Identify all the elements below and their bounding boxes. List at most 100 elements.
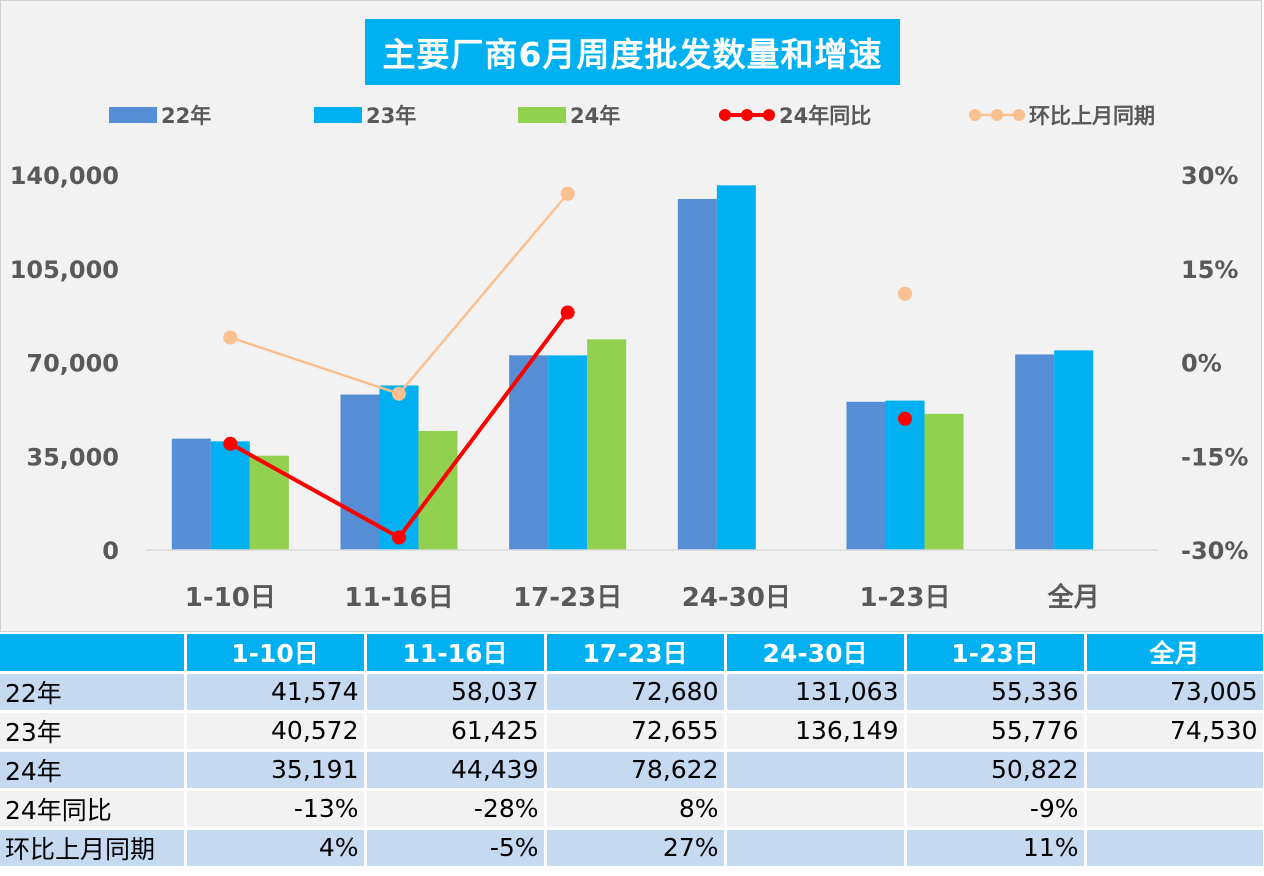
legend-marker-24年同比 bbox=[741, 109, 753, 121]
x-tick-label: 1-23日 bbox=[859, 583, 950, 613]
table-cell: 78,622 bbox=[545, 750, 727, 791]
point-24年同比 bbox=[898, 411, 912, 426]
table-row: 23年 40,572 61,425 72,655 136,149 55,776 … bbox=[0, 711, 1264, 752]
legend-swatch-24年 bbox=[518, 107, 566, 123]
point-环比上月同期 bbox=[560, 186, 575, 201]
row-label: 24年 bbox=[0, 750, 187, 791]
legend-label: 23年 bbox=[366, 104, 416, 128]
table-cell: 4% bbox=[185, 828, 367, 869]
y-tick-label-left: 0 bbox=[102, 537, 119, 565]
legend-swatch-23年 bbox=[314, 107, 362, 123]
row-label: 环比上月同期 bbox=[0, 828, 187, 869]
point-环比上月同期 bbox=[392, 386, 406, 401]
bar-22年 bbox=[846, 401, 886, 550]
legend-label: 环比上月同期 bbox=[1029, 104, 1155, 128]
table-cell bbox=[1085, 750, 1264, 791]
point-24年同比 bbox=[560, 305, 575, 320]
legend-label: 24年同比 bbox=[779, 104, 871, 128]
x-tick-label: 1-10日 bbox=[185, 583, 276, 613]
table-cell: -28% bbox=[365, 789, 547, 830]
bar-22年 bbox=[340, 394, 380, 550]
table-cell: 55,776 bbox=[905, 711, 1087, 752]
line-segment-环比上月同期 bbox=[398, 192, 569, 395]
row-label: 23年 bbox=[0, 711, 187, 752]
row-label: 24年同比 bbox=[0, 789, 187, 830]
legend-label: 24年 bbox=[570, 104, 620, 128]
y-tick-label-right: -30% bbox=[1181, 537, 1248, 565]
point-环比上月同期 bbox=[223, 330, 238, 345]
table-cell: -9% bbox=[905, 789, 1087, 830]
bar-24年 bbox=[924, 413, 964, 550]
table-cell: 55,336 bbox=[905, 672, 1087, 713]
table-cell: 50,822 bbox=[905, 750, 1087, 791]
x-tick-label: 11-16日 bbox=[344, 583, 453, 613]
table-header-cell: 1-23日 bbox=[905, 634, 1087, 674]
table-cell: 35,191 bbox=[185, 750, 367, 791]
y-tick-label-left: 105,000 bbox=[10, 256, 119, 284]
legend-marker-环比上月同期 bbox=[991, 109, 1003, 121]
legend-label: 22年 bbox=[161, 104, 211, 128]
line-segment-24年同比 bbox=[229, 442, 400, 540]
y-tick-label-right: 0% bbox=[1181, 350, 1222, 378]
table-cell: 73,005 bbox=[1085, 672, 1264, 713]
legend-marker-环比上月同期 bbox=[969, 109, 981, 121]
table-cell: 61,425 bbox=[365, 711, 547, 752]
bar-24年 bbox=[249, 455, 289, 550]
y-tick-label-right: 30% bbox=[1181, 162, 1238, 190]
row-label: 22年 bbox=[0, 672, 187, 713]
bar-23年 bbox=[210, 441, 250, 550]
point-24年同比 bbox=[223, 436, 238, 451]
x-tick-label: 全月 bbox=[1047, 582, 1100, 613]
table-cell: 41,574 bbox=[185, 672, 367, 713]
bar-22年 bbox=[677, 198, 717, 550]
y-tick-label-left: 140,000 bbox=[10, 162, 119, 190]
bar-23年 bbox=[379, 385, 419, 550]
bar-24年 bbox=[418, 430, 458, 550]
bar-23年 bbox=[1054, 350, 1094, 550]
y-tick-label-right: -15% bbox=[1181, 443, 1248, 471]
table-cell: 72,680 bbox=[545, 672, 727, 713]
chart-canvas: 0 35,000 70,000 105,000 140,000 -30% -15% 0% 15%… bbox=[10, 104, 1249, 613]
table-row: 24年同比 -13% -28% 8% -9% bbox=[0, 789, 1264, 830]
bar-23年 bbox=[716, 185, 756, 550]
table-cell: 74,530 bbox=[1085, 711, 1264, 752]
point-环比上月同期 bbox=[898, 286, 912, 301]
table-cell bbox=[725, 828, 907, 869]
y-tick-label-left: 35,000 bbox=[26, 443, 119, 471]
table-header-row: 1-10日 11-16日 17-23日 24-30日 1-23日 全月 bbox=[0, 634, 1264, 674]
x-tick-label: 24-30日 bbox=[682, 583, 791, 613]
table-cell bbox=[1085, 789, 1264, 830]
table-cell: 58,037 bbox=[365, 672, 547, 713]
table-header-cell: 11-16日 bbox=[365, 634, 547, 674]
chart-title: 主要厂商6月周度批发数量和增速 bbox=[365, 19, 900, 85]
legend-marker-24年同比 bbox=[719, 109, 731, 121]
table-cell: -5% bbox=[365, 828, 547, 869]
table-header-cell: 全月 bbox=[1085, 634, 1264, 674]
table-cell: 8% bbox=[545, 789, 727, 830]
table-header-cell: 24-30日 bbox=[725, 634, 907, 674]
table-cell: 131,063 bbox=[725, 672, 907, 713]
table-header-cell: 1-10日 bbox=[185, 634, 367, 674]
line-segment-24年同比 bbox=[397, 311, 570, 539]
legend-marker-24年同比 bbox=[763, 109, 775, 121]
x-tick-label: 17-23日 bbox=[513, 583, 622, 613]
table-row: 24年 35,191 44,439 78,622 50,822 bbox=[0, 750, 1264, 791]
table-cell: 27% bbox=[545, 828, 727, 869]
legend-marker-环比上月同期 bbox=[1013, 109, 1025, 121]
y-tick-label-left: 70,000 bbox=[26, 350, 119, 378]
table-row: 环比上月同期 4% -5% 27% 11% bbox=[0, 828, 1264, 869]
legend-swatch-22年 bbox=[109, 107, 157, 123]
table-cell: 44,439 bbox=[365, 750, 547, 791]
bar-22年 bbox=[171, 438, 211, 550]
table-cell: 136,149 bbox=[725, 711, 907, 752]
data-table: 1-10日 11-16日 17-23日 24-30日 1-23日 全月 22年 … bbox=[0, 634, 1264, 869]
table-cell: 11% bbox=[905, 828, 1087, 869]
bar-24年 bbox=[587, 339, 627, 550]
bar-23年 bbox=[548, 355, 588, 550]
point-24年同比 bbox=[392, 530, 406, 545]
table-cell bbox=[725, 750, 907, 791]
bar-22年 bbox=[509, 355, 549, 550]
table-header-cell: 17-23日 bbox=[545, 634, 727, 674]
bar-22年 bbox=[1015, 354, 1055, 550]
y-tick-label-right: 15% bbox=[1181, 256, 1238, 284]
